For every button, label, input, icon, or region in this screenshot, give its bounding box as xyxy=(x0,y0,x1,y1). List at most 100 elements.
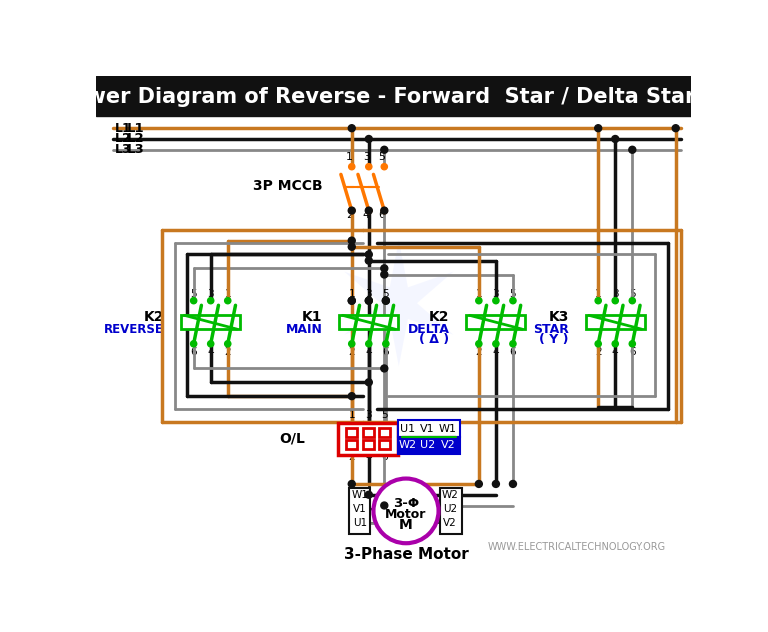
Circle shape xyxy=(366,257,372,264)
Text: 5: 5 xyxy=(379,152,386,162)
Text: V2: V2 xyxy=(441,441,455,451)
Circle shape xyxy=(190,298,197,304)
Text: L2: L2 xyxy=(114,133,131,145)
Circle shape xyxy=(366,251,372,258)
Text: M: M xyxy=(399,518,413,532)
Bar xyxy=(363,428,374,437)
Circle shape xyxy=(493,341,499,347)
Circle shape xyxy=(382,298,389,304)
Circle shape xyxy=(225,298,231,304)
Bar xyxy=(466,315,525,329)
Bar xyxy=(379,440,389,449)
Text: 1: 1 xyxy=(349,289,355,299)
Text: Power Diagram of Reverse - Forward  Star / Delta Starter: Power Diagram of Reverse - Forward Star … xyxy=(57,87,730,107)
Text: U2: U2 xyxy=(420,441,435,451)
Circle shape xyxy=(348,207,356,214)
Text: STAR: STAR xyxy=(533,323,569,336)
Circle shape xyxy=(366,207,372,214)
Text: 3: 3 xyxy=(207,289,214,299)
Bar xyxy=(399,420,460,437)
Text: W2: W2 xyxy=(399,441,416,451)
Circle shape xyxy=(381,365,388,372)
Circle shape xyxy=(348,125,356,131)
Bar xyxy=(399,437,460,454)
Text: O/L: O/L xyxy=(280,432,305,446)
Text: REVERSE: REVERSE xyxy=(104,323,164,336)
Text: 3-Φ: 3-Φ xyxy=(393,497,419,511)
Text: 1: 1 xyxy=(349,410,355,420)
Bar xyxy=(346,428,357,437)
Circle shape xyxy=(381,164,387,170)
Circle shape xyxy=(475,480,482,487)
Text: V1: V1 xyxy=(353,504,367,514)
Text: 3-Phase Motor: 3-Phase Motor xyxy=(343,547,468,562)
Bar xyxy=(96,76,691,116)
Circle shape xyxy=(629,341,635,347)
Circle shape xyxy=(595,341,601,347)
Text: L3: L3 xyxy=(127,143,144,156)
Circle shape xyxy=(381,207,387,214)
Text: Motor: Motor xyxy=(386,508,427,521)
Text: DELTA: DELTA xyxy=(408,323,449,336)
Text: 2: 2 xyxy=(224,346,231,356)
Bar xyxy=(338,423,399,454)
Text: 2: 2 xyxy=(346,210,353,221)
Text: 4: 4 xyxy=(363,210,370,221)
Text: 3: 3 xyxy=(363,152,370,162)
Circle shape xyxy=(207,298,214,304)
Circle shape xyxy=(629,298,635,304)
Circle shape xyxy=(382,341,389,347)
Text: 6: 6 xyxy=(382,346,389,356)
Circle shape xyxy=(595,298,601,304)
Text: 4: 4 xyxy=(366,346,372,356)
Circle shape xyxy=(475,298,482,304)
Circle shape xyxy=(366,164,372,170)
Circle shape xyxy=(612,135,619,142)
Circle shape xyxy=(366,298,372,304)
Circle shape xyxy=(509,480,516,487)
Text: 2: 2 xyxy=(349,346,355,356)
Text: 1: 1 xyxy=(224,289,231,299)
Text: L1: L1 xyxy=(114,122,131,135)
Text: 5: 5 xyxy=(382,289,389,299)
Circle shape xyxy=(349,341,355,347)
Circle shape xyxy=(349,207,355,214)
Circle shape xyxy=(349,298,355,304)
Text: 2: 2 xyxy=(595,346,601,356)
Circle shape xyxy=(366,491,372,498)
Circle shape xyxy=(207,341,214,347)
Circle shape xyxy=(475,341,482,347)
Bar xyxy=(586,315,644,329)
Text: 6: 6 xyxy=(629,346,636,356)
Bar xyxy=(346,440,357,449)
Circle shape xyxy=(629,146,636,153)
Text: 4: 4 xyxy=(207,346,214,356)
Text: W1: W1 xyxy=(439,423,457,434)
Circle shape xyxy=(381,502,388,509)
Text: 3P MCCB: 3P MCCB xyxy=(253,179,323,193)
Circle shape xyxy=(349,164,355,170)
Text: K2: K2 xyxy=(144,310,164,324)
Text: 2: 2 xyxy=(475,346,482,356)
Circle shape xyxy=(612,341,618,347)
Text: K2: K2 xyxy=(429,310,449,324)
Circle shape xyxy=(348,297,356,304)
Text: 6: 6 xyxy=(190,346,197,356)
Bar xyxy=(363,440,374,449)
Text: W1: W1 xyxy=(352,490,369,501)
Text: 4: 4 xyxy=(366,452,372,462)
Text: 4: 4 xyxy=(612,346,618,356)
Circle shape xyxy=(348,297,356,304)
Text: U2: U2 xyxy=(443,504,457,514)
Text: 2: 2 xyxy=(349,452,355,462)
Circle shape xyxy=(348,480,356,487)
Text: 6: 6 xyxy=(379,210,386,221)
Text: 6: 6 xyxy=(510,346,516,356)
Text: 3: 3 xyxy=(366,289,372,299)
Text: U1: U1 xyxy=(400,423,415,434)
Circle shape xyxy=(366,379,372,386)
Circle shape xyxy=(382,297,389,304)
Text: 4: 4 xyxy=(492,346,499,356)
Text: V1: V1 xyxy=(420,423,435,434)
Text: 6: 6 xyxy=(381,452,388,462)
